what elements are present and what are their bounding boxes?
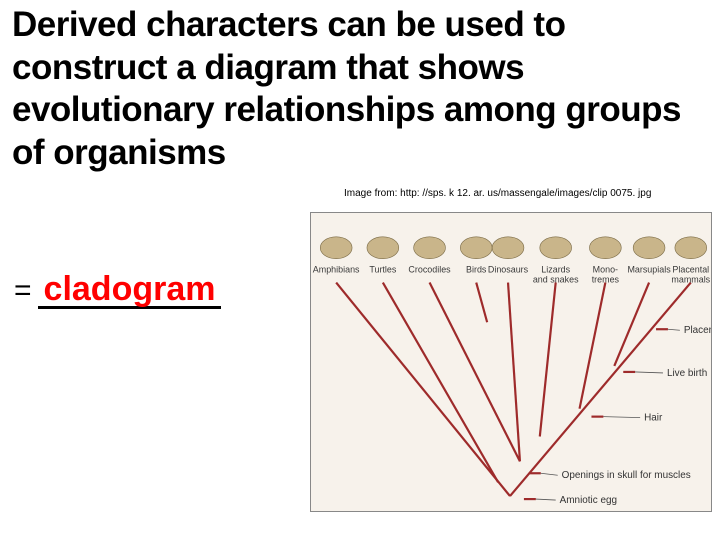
rabbit-icon [675, 237, 707, 259]
frog-icon [320, 237, 352, 259]
taxon-label: mammals [671, 275, 710, 285]
blank-answer: cladogram [38, 272, 222, 309]
taxon-label: Amphibians [313, 265, 360, 275]
bird-icon [460, 237, 492, 259]
taxon-label: tremes [592, 275, 620, 285]
taxon-label: Mono- [593, 265, 618, 275]
taxon-label: Lizards [541, 265, 570, 275]
taxon-label: and snakes [533, 275, 579, 285]
platypus-icon [589, 237, 621, 259]
fill-in-blank: = cladogram [14, 272, 221, 309]
cladogram-diagram: Amphibians Turtles Crocodiles BirdsDinosaur… [310, 212, 712, 512]
image-citation: Image from: http: //sps. k 12. ar. us/ma… [344, 188, 651, 199]
turtle-icon [367, 237, 399, 259]
taxon-label: Crocodiles [408, 265, 451, 275]
trait-label: Hair [644, 413, 663, 424]
heading: Derived characters can be used to constr… [0, 0, 720, 175]
taxon-label: Dinosaurs [488, 265, 529, 275]
dinosaur-icon [492, 237, 524, 259]
trait-label: Placenta [684, 325, 711, 336]
taxon-label: Marsupials [627, 265, 671, 275]
taxon-label: Turtles [369, 265, 397, 275]
crocodile-icon [414, 237, 446, 259]
taxon-label: Birds [466, 265, 487, 275]
taxon-label: Placental [672, 265, 709, 275]
snake-icon [540, 237, 572, 259]
kangaroo-icon [633, 237, 665, 259]
equals-sign: = [14, 274, 32, 308]
trait-label: Openings in skull for muscles [562, 470, 691, 481]
trait-label: Live birth [667, 368, 707, 379]
trait-label: Amniotic egg [560, 495, 617, 506]
